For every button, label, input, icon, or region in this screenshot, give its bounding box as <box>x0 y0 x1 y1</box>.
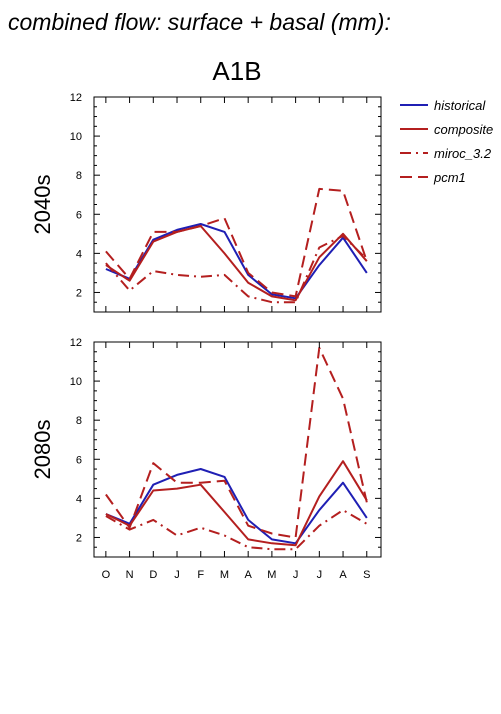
x-tick-label: J <box>174 569 180 581</box>
series-line-composite <box>105 460 368 547</box>
y-tick-label: 12 <box>70 92 82 104</box>
x-tick-label: M <box>267 569 276 581</box>
y-tick-label: 2 <box>76 532 82 544</box>
series-line-miroc-3-2 <box>105 509 368 551</box>
y-tick-label: 10 <box>70 131 82 143</box>
y-tick-label: 8 <box>76 415 82 427</box>
y-tick-label: 10 <box>70 376 82 388</box>
chart-panels: 2 4 6 8 10 12 2040s 2 4 6 8 10 12 O N D J F M A M J J A S 2080s <box>30 92 382 581</box>
y-tick-label: 12 <box>70 337 82 349</box>
x-tick-label: N <box>126 569 134 581</box>
y-tick-label: 8 <box>76 170 82 182</box>
scenario-title: A1B <box>212 56 261 86</box>
plot-frame <box>93 96 382 313</box>
series-line-historical <box>105 468 368 545</box>
panel-2040s: 2 4 6 8 10 12 2040s <box>30 92 382 313</box>
series-line-composite <box>105 225 368 302</box>
x-tick-label: A <box>245 569 253 581</box>
x-tick-label: J <box>293 569 299 581</box>
figure-title: combined flow: surface + basal (mm): <box>8 9 391 35</box>
y-tick-label: 2 <box>76 287 82 299</box>
legend-label: historical <box>434 98 486 113</box>
plot-frame <box>93 341 382 558</box>
x-tick-label: O <box>102 569 111 581</box>
panel-label: 2040s <box>30 175 55 235</box>
legend-label: miroc_3.2 <box>434 146 492 161</box>
series-line-historical <box>105 223 368 300</box>
y-tick-label: 4 <box>76 493 82 505</box>
x-tick-label: D <box>149 569 157 581</box>
x-tick-label: J <box>317 569 323 581</box>
series-line-pcm1 <box>105 187 368 298</box>
series-line-miroc-3-2 <box>105 234 368 304</box>
x-tick-label: S <box>363 569 370 581</box>
legend-label: pcm1 <box>433 170 466 185</box>
panel-label: 2080s <box>30 420 55 480</box>
x-tick-label: M <box>220 569 229 581</box>
legend: historical composite miroc_3.2 pcm1 <box>400 98 493 185</box>
series-line-pcm1 <box>105 346 368 539</box>
y-tick-label: 6 <box>76 209 82 221</box>
y-tick-label: 6 <box>76 454 82 466</box>
x-tick-label: F <box>197 569 204 581</box>
panel-2080s: 2 4 6 8 10 12 O N D J F M A M J J A S 2080s <box>30 337 382 581</box>
y-tick-label: 4 <box>76 248 82 260</box>
x-tick-label: A <box>339 569 347 581</box>
legend-label: composite <box>434 122 493 137</box>
